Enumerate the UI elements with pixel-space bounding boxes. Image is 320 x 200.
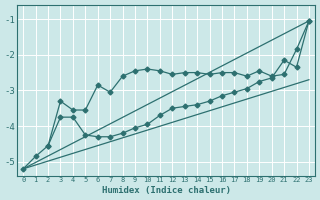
X-axis label: Humidex (Indice chaleur): Humidex (Indice chaleur) — [101, 186, 231, 195]
